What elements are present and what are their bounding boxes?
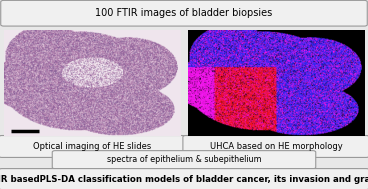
- Text: 100 FTIR images of bladder biopsies: 100 FTIR images of bladder biopsies: [95, 8, 273, 18]
- FancyBboxPatch shape: [0, 169, 368, 189]
- Text: spectra of epithelium & subepithelium: spectra of epithelium & subepithelium: [107, 155, 261, 164]
- Text: FTIR basedPLS-DA classification models of bladder cancer, its invasion and grade: FTIR basedPLS-DA classification models o…: [0, 175, 368, 184]
- Text: UHCA based on HE morphology: UHCA based on HE morphology: [210, 142, 342, 151]
- FancyBboxPatch shape: [1, 0, 367, 26]
- Text: Optical imaging of HE slides: Optical imaging of HE slides: [33, 142, 151, 151]
- FancyBboxPatch shape: [0, 136, 185, 157]
- FancyBboxPatch shape: [183, 136, 368, 157]
- FancyBboxPatch shape: [52, 151, 316, 169]
